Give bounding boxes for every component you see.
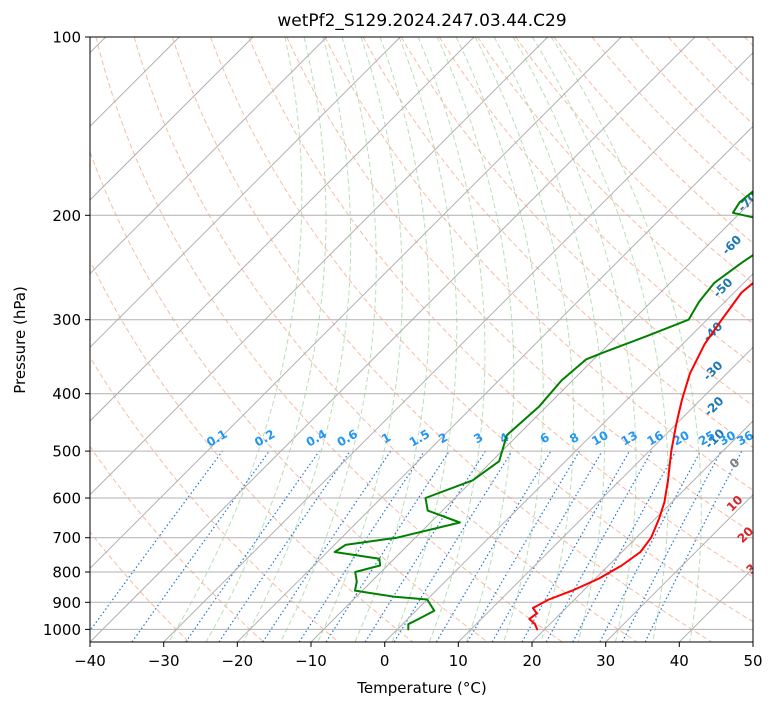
- moist-adiabat: [512, 37, 637, 642]
- x-tick-label: 20: [522, 652, 541, 670]
- mixing-ratio-label: 36: [734, 428, 755, 448]
- moist-adiabat: [474, 37, 575, 642]
- grid-lines: [90, 37, 753, 630]
- dry-adiabat: [248, 37, 753, 578]
- dry-adiabat: [553, 37, 753, 244]
- x-tick-label: 10: [449, 652, 468, 670]
- isotherm-line: [90, 37, 401, 349]
- y-tick-label: 600: [52, 490, 81, 508]
- moist-adiabat: [242, 37, 352, 642]
- mixing-ratio-line: [298, 450, 425, 642]
- y-axis: 100 200 300 400 500 600 700 800 900 1000: [43, 29, 90, 639]
- mixing-ratio-line: [262, 450, 392, 642]
- moist-adiabat: [531, 37, 669, 642]
- x-tick-label: −30: [148, 652, 180, 670]
- dry-adiabat: [438, 37, 753, 366]
- y-tick-label: 900: [52, 594, 81, 612]
- dry-adiabat: [210, 37, 753, 623]
- y-axis-title: Pressure (hPa): [11, 286, 29, 394]
- mixing-ratio-line: [521, 450, 631, 642]
- isotherm-line: [90, 37, 696, 642]
- isotherm-label: 40: [759, 583, 775, 605]
- isotherm-line: [752, 641, 753, 642]
- dry-adiabat: [629, 37, 753, 165]
- y-tick-label: 500: [52, 443, 81, 461]
- isotherm-label: -90: [765, 101, 775, 126]
- y-tick-label: 200: [52, 207, 81, 225]
- x-axis: −40 −30 −20 −10 0 10 20 30 40 50: [74, 642, 763, 670]
- isotherm-label: -80: [752, 142, 775, 167]
- y-tick-label: 400: [52, 385, 81, 403]
- dry-adiabat: [286, 37, 753, 534]
- moist-adiabat: [550, 37, 702, 642]
- isotherm-line: [384, 272, 753, 642]
- isotherm-line: [531, 420, 753, 642]
- mixing-ratio-line: [218, 450, 351, 642]
- dry-adiabat: [400, 37, 753, 407]
- y-tick-label: 300: [52, 311, 81, 329]
- dry-adiabat: [171, 37, 712, 642]
- isotherm-line: [90, 37, 549, 496]
- isotherm-line: [90, 37, 254, 201]
- background-lines: [90, 37, 753, 642]
- series-layer: [333, 190, 753, 631]
- moist-adiabat: [280, 37, 377, 642]
- mixing-ratio-line: [325, 450, 450, 642]
- moist-adiabat: [205, 37, 327, 642]
- moist-adiabat: [391, 37, 458, 642]
- x-axis-title: Temperature (°C): [356, 679, 486, 697]
- dry-adiabat: [90, 259, 414, 642]
- y-tick-label: 100: [52, 29, 81, 47]
- mixing-ratio-line: [393, 450, 513, 642]
- dry-adiabat: [90, 356, 339, 642]
- temperature-line: [528, 281, 753, 631]
- dewpoint-line: [333, 190, 753, 631]
- isotherm-line: [90, 37, 622, 570]
- isotherm-line: [163, 51, 753, 642]
- x-tick-label: 0: [380, 652, 390, 670]
- x-tick-label: 40: [670, 652, 689, 670]
- isotherm-line: [310, 199, 753, 642]
- mixing-ratio-line: [185, 450, 320, 642]
- isotherm-line: [605, 493, 753, 642]
- isotherm-line: [90, 37, 328, 275]
- x-tick-label: −20: [221, 652, 253, 670]
- isotherm-label: 30: [743, 555, 765, 577]
- plot-background: [90, 37, 753, 642]
- moist-adiabat: [354, 37, 430, 642]
- moist-adiabat: [417, 37, 486, 642]
- x-tick-label: −10: [295, 652, 327, 670]
- moist-adiabat: [455, 37, 544, 642]
- mixing-ratio-line: [90, 450, 223, 632]
- dry-adiabat: [515, 37, 753, 284]
- isotherm-line: [236, 125, 753, 642]
- moist-adiabat: [493, 37, 605, 642]
- y-tick-label: 700: [52, 529, 81, 547]
- dry-adiabat: [133, 37, 638, 642]
- dry-adiabat: [324, 37, 753, 491]
- moist-adiabat: [168, 37, 303, 642]
- x-tick-label: 50: [743, 652, 762, 670]
- isotherm-line: [90, 37, 475, 422]
- mixing-ratio-line: [644, 450, 743, 642]
- chart-title: wetPf2_S129.2024.247.03.44.C29: [277, 11, 566, 31]
- dry-adiabat: [95, 37, 563, 642]
- mixing-ratio-line: [131, 450, 270, 642]
- mixing-ratio-line: [545, 450, 653, 642]
- dry-adiabat: [90, 445, 264, 642]
- x-tick-label: 30: [596, 652, 615, 670]
- plot-frame: [89, 36, 754, 643]
- y-tick-label: 1000: [43, 621, 81, 639]
- isotherm-line: [457, 346, 753, 642]
- mixing-ratio-line: [572, 450, 677, 642]
- y-tick-label: 800: [52, 564, 81, 582]
- moist-adiabat: [317, 37, 403, 642]
- x-tick-label: −40: [74, 652, 106, 670]
